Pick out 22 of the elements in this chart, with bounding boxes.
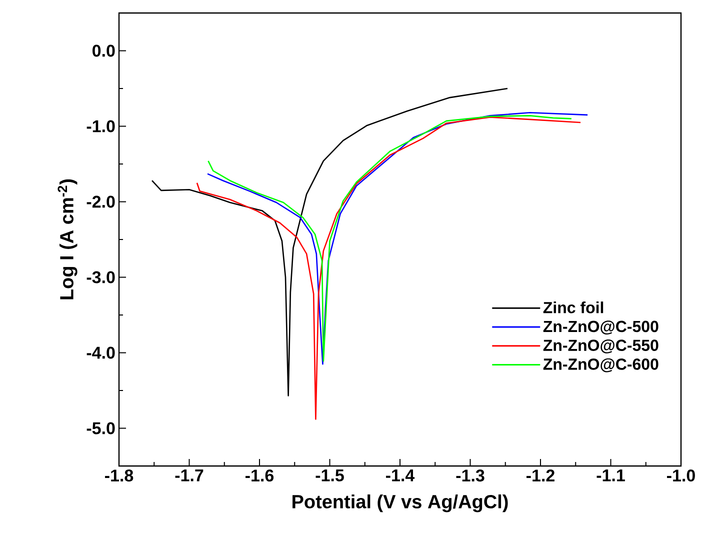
legend-label: Zinc foil (543, 302, 604, 314)
y-axis-title: Log I (A cm$^{-2}$) (58, 179, 78, 300)
x-tick-label: -1.2 (526, 470, 554, 482)
x-tick-label: -1.8 (105, 470, 134, 482)
x-tick-label: -1.6 (246, 470, 274, 482)
y-tick-label: -2.0 (86, 196, 115, 208)
y-tick-label: 0.0 (92, 44, 115, 57)
legend-label: Zn-ZnO@C-550 (543, 339, 658, 354)
x-tick-label: -1.7 (175, 470, 204, 482)
x-tick-label: -1.5 (316, 470, 344, 482)
x-axis-title: Potential (V vs Ag/AgCl) (292, 494, 508, 512)
legend-label: Zn-ZnO@C-500 (543, 320, 658, 334)
y-tick-label: -5.0 (86, 422, 115, 434)
y-tick-label: -1.0 (86, 120, 115, 132)
x-tick-label: -1.1 (596, 470, 625, 482)
y-tick-label: -3.0 (86, 271, 115, 284)
x-tick-label: -1.0 (667, 470, 695, 482)
legend-label: Zn-ZnO@C-600 (543, 358, 658, 372)
y-tick-label: -4.0 (86, 346, 115, 359)
line-series (151, 88, 508, 396)
x-tick-label: -1.3 (456, 470, 484, 482)
x-tick-label: -1.4 (386, 470, 415, 482)
